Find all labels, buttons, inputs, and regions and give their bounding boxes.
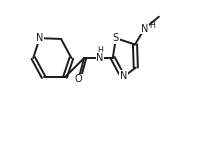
Text: O: O (75, 75, 82, 84)
Text: H: H (149, 21, 155, 30)
Text: S: S (113, 33, 119, 43)
Text: N: N (96, 53, 104, 63)
Text: H: H (97, 45, 103, 55)
Text: N: N (36, 33, 43, 43)
Text: N: N (120, 71, 128, 80)
Text: N: N (141, 24, 148, 34)
